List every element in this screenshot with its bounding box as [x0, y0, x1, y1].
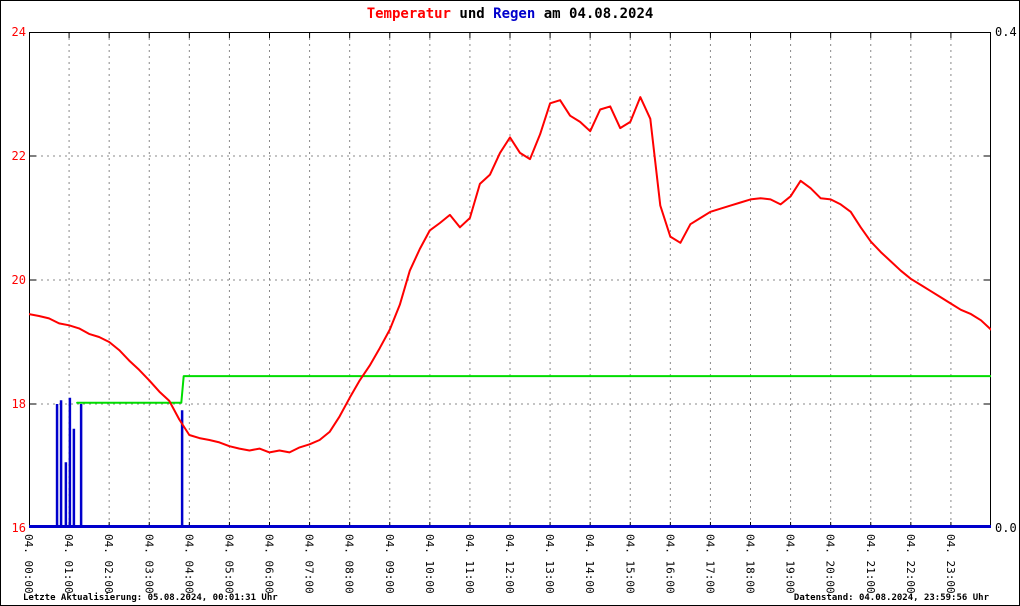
x-tick-label: 04. 11:00: [462, 534, 476, 594]
x-tick-label: 04. 05:00: [222, 534, 236, 594]
x-tick-label: 04. 01:00: [62, 534, 76, 594]
x-tick-label: 04. 02:00: [102, 534, 116, 594]
y-left-tick-label: 20: [11, 273, 26, 287]
x-tick-label: 04. 03:00: [142, 534, 156, 594]
x-tick-label: 04. 04:00: [182, 534, 196, 594]
last-update-text: Letzte Aktualisierung: 05.08.2024, 00:01…: [23, 593, 278, 603]
x-tick-label: 04. 07:00: [302, 534, 316, 594]
rain-series: [29, 397, 991, 528]
x-tick-label: 04. 22:00: [903, 534, 917, 594]
y-left-tick-label: 24: [11, 25, 26, 39]
chart-title: Temperatur und Regen am 04.08.2024: [1, 6, 1019, 22]
x-tick-label: 04. 21:00: [863, 534, 877, 594]
y-left-tick-label: 22: [11, 149, 26, 163]
y-left-tick-label: 16: [11, 521, 26, 535]
x-tick-label: 04. 10:00: [422, 534, 436, 594]
x-tick-label: 04. 20:00: [823, 534, 837, 594]
x-tick-label: 04. 18:00: [743, 534, 757, 594]
x-tick-label: 04. 14:00: [583, 534, 597, 594]
y-left-tick-label: 18: [11, 397, 26, 411]
y-right-tick-label: 0.0: [995, 521, 1017, 535]
reference-series: [76, 375, 991, 404]
x-tick-label: 04. 06:00: [262, 534, 276, 594]
title-und-label: und: [450, 6, 494, 22]
grid-lines: [29, 32, 991, 528]
title-regen-label: Regen: [493, 6, 536, 22]
x-tick-label: 04. 13:00: [543, 534, 557, 594]
title-temperatur-label: Temperatur: [366, 6, 451, 22]
y-right-tick-label: 0.4: [995, 25, 1017, 39]
x-tick-label: 04. 08:00: [342, 534, 356, 594]
plot-area: [29, 32, 991, 528]
x-tick-label: 04. 23:00: [943, 534, 957, 594]
x-tick-label: 04. 09:00: [382, 534, 396, 594]
x-tick-label: 04. 12:00: [503, 534, 516, 594]
x-tick-label: 04. 15:00: [623, 534, 637, 594]
x-tick-label: 04. 00:00: [22, 534, 35, 594]
x-tick-label: 04. 17:00: [703, 534, 717, 594]
title-date-label: am 04.08.2024: [535, 6, 654, 22]
x-tick-label: 04. 19:00: [783, 534, 797, 594]
temperature-series: [29, 96, 991, 454]
data-timestamp-text: Datenstand: 04.08.2024, 23:59:56 Uhr: [793, 593, 989, 603]
x-tick-label: 04. 16:00: [663, 534, 677, 594]
